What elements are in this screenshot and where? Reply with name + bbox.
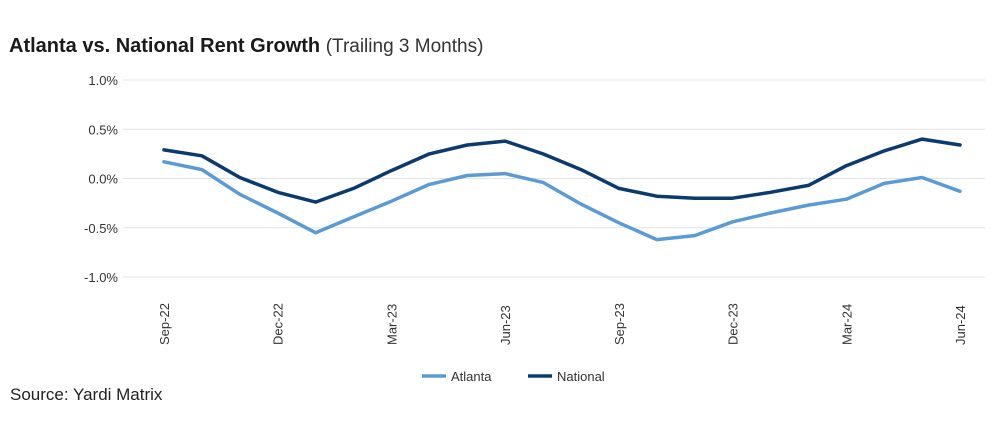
x-tick-label: Sep-23 xyxy=(612,303,627,345)
source-note: Source: Yardi Matrix xyxy=(10,385,163,404)
chart-title: Atlanta vs. National Rent Growth xyxy=(9,35,321,57)
series-line-atlanta xyxy=(162,160,962,242)
y-tick-label: -0.5% xyxy=(84,221,118,236)
x-tick-label: Mar-24 xyxy=(839,304,854,345)
gridlines xyxy=(123,79,985,278)
x-tick-label: Dec-23 xyxy=(726,303,741,345)
y-tick-label: 0.0% xyxy=(88,172,118,187)
legend: Atlanta National xyxy=(422,369,605,384)
y-tick-label: 0.5% xyxy=(88,122,118,137)
chart-title-block: Atlanta vs. National Rent Growth (Traili… xyxy=(9,35,483,58)
legend-label-atlanta: Atlanta xyxy=(451,369,492,384)
x-tick-label: Jun-24 xyxy=(953,305,968,345)
x-axis-ticks: Sep-22 Dec-22 Mar-23 Jun-23 Sep-23 Dec-23 Mar-… xyxy=(157,303,968,345)
y-axis-ticks: 1.0% 0.5% 0.0% -0.5% -1.0% xyxy=(84,73,118,285)
x-tick-label: Jun-23 xyxy=(498,305,513,345)
chart-subtitle: (Trailing 3 Months) xyxy=(325,36,484,57)
x-tick-label: Sep-22 xyxy=(157,303,172,345)
series-lines xyxy=(162,137,962,242)
legend-label-national: National xyxy=(557,369,605,384)
series-line-national xyxy=(162,137,962,204)
y-tick-label: -1.0% xyxy=(84,270,118,285)
x-tick-label: Mar-23 xyxy=(384,304,399,345)
y-tick-label: 1.0% xyxy=(88,73,118,88)
x-tick-label: Dec-22 xyxy=(271,303,286,345)
